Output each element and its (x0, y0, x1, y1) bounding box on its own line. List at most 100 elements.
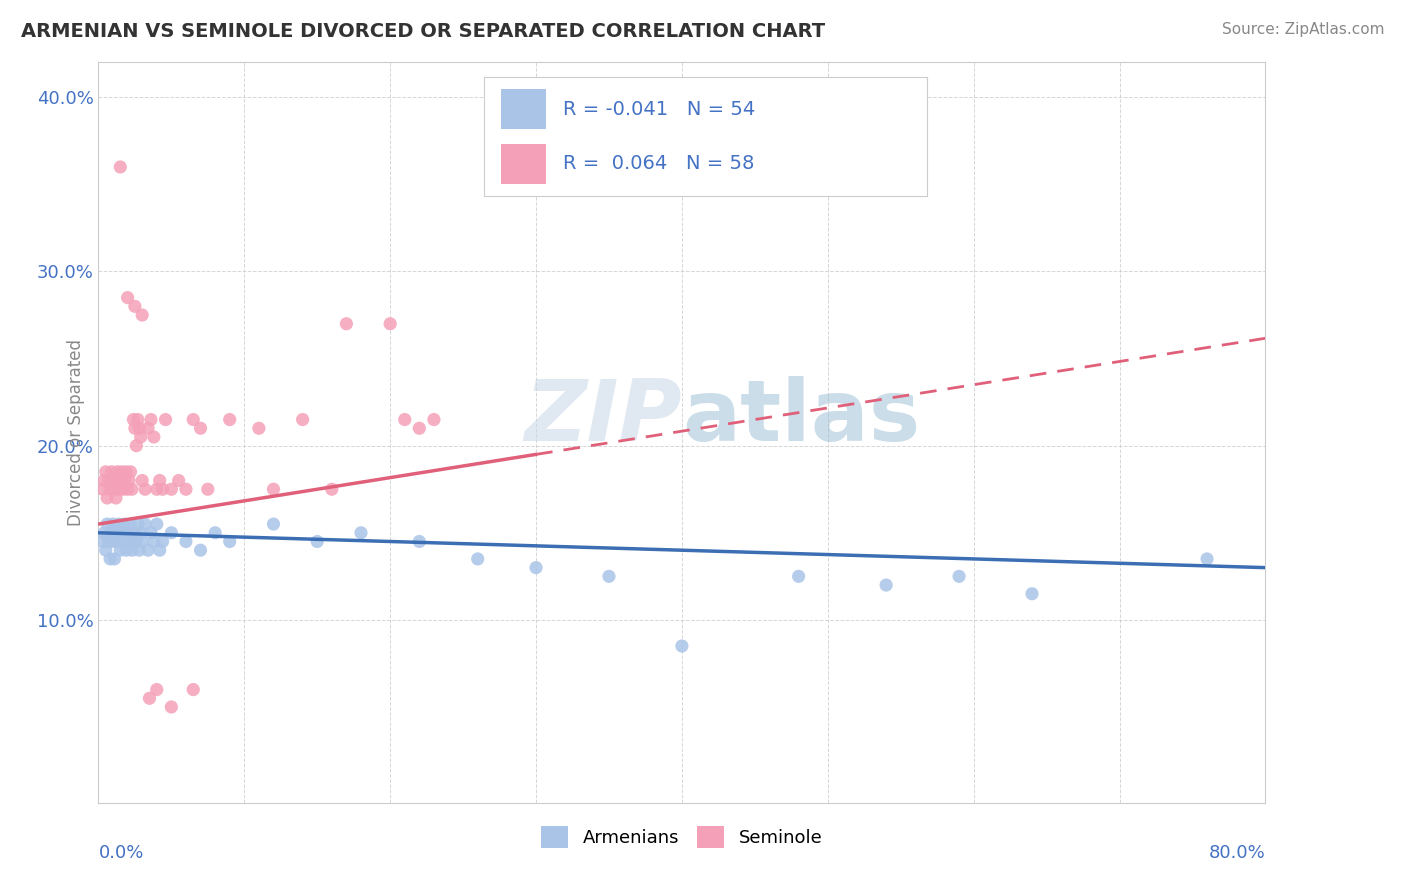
Point (467, 552, 489, 566)
Point (101, 517, 124, 532)
Point (875, 578, 897, 592)
Point (122, 412, 145, 426)
Point (96, 517, 118, 532)
Point (262, 517, 284, 532)
Point (124, 299, 146, 313)
Point (139, 525, 162, 540)
Point (103, 552, 125, 566)
Point (121, 482, 143, 496)
Point (128, 543, 150, 558)
Point (94, 543, 117, 558)
Point (110, 543, 132, 558)
Point (134, 517, 156, 532)
Point (114, 474, 136, 488)
Point (247, 421, 270, 435)
Point (128, 421, 150, 435)
Text: atlas: atlas (682, 376, 920, 459)
Point (112, 534, 135, 549)
Point (97, 534, 120, 549)
Point (948, 569, 970, 583)
Point (408, 534, 430, 549)
Point (112, 482, 135, 496)
Point (96, 491, 118, 505)
Point (167, 474, 190, 488)
Point (423, 412, 446, 426)
Point (155, 412, 177, 426)
Point (408, 421, 430, 435)
Point (152, 534, 174, 549)
Point (111, 465, 134, 479)
Point (197, 482, 219, 496)
Point (160, 700, 183, 714)
Point (787, 569, 810, 583)
Point (131, 474, 153, 488)
Point (100, 525, 122, 540)
Point (321, 482, 343, 496)
Point (149, 543, 172, 558)
Point (117, 291, 139, 305)
Point (307, 534, 329, 549)
Point (138, 691, 160, 706)
Point (93, 474, 115, 488)
Point (146, 482, 169, 496)
Point (291, 412, 314, 426)
Point (103, 474, 125, 488)
Point (380, 317, 402, 331)
Point (124, 525, 146, 540)
Point (114, 517, 136, 532)
Point (394, 412, 416, 426)
Point (105, 465, 128, 479)
Point (146, 682, 169, 697)
Point (91, 534, 114, 549)
Point (1195, 552, 1218, 566)
Point (149, 474, 172, 488)
Point (1021, 587, 1043, 601)
Y-axis label: Divorced or Separated: Divorced or Separated (66, 339, 84, 526)
Point (115, 465, 138, 479)
Point (262, 482, 284, 496)
Point (204, 525, 226, 540)
Point (121, 543, 143, 558)
Point (105, 534, 128, 549)
Point (120, 517, 142, 532)
Point (131, 308, 153, 322)
Point (120, 465, 142, 479)
Text: 0.0%: 0.0% (98, 844, 143, 862)
Legend: Armenians, Seminole: Armenians, Seminole (533, 816, 831, 856)
Point (152, 482, 174, 496)
Point (146, 517, 169, 532)
Point (91, 482, 114, 496)
Point (218, 534, 240, 549)
Point (134, 482, 156, 496)
Point (101, 534, 124, 549)
Text: ZIP: ZIP (524, 376, 682, 459)
Text: 80.0%: 80.0% (1209, 844, 1265, 862)
Point (93, 525, 115, 540)
Point (115, 543, 138, 558)
Point (142, 534, 165, 549)
Point (110, 474, 132, 488)
Point (108, 517, 131, 532)
Point (142, 430, 165, 444)
Point (671, 639, 693, 653)
Point (127, 517, 149, 532)
Point (124, 421, 146, 435)
Point (117, 482, 139, 496)
Point (350, 525, 373, 540)
Point (131, 534, 153, 549)
Point (122, 534, 145, 549)
Point (125, 439, 148, 453)
Point (111, 525, 134, 540)
Point (94, 465, 117, 479)
Text: Source: ZipAtlas.com: Source: ZipAtlas.com (1222, 22, 1385, 37)
Point (181, 412, 204, 426)
Point (110, 160, 132, 174)
Point (127, 412, 149, 426)
Point (118, 534, 141, 549)
Point (160, 482, 183, 496)
Point (118, 474, 141, 488)
Point (104, 491, 127, 505)
Point (136, 421, 159, 435)
Point (104, 525, 127, 540)
Point (100, 465, 122, 479)
